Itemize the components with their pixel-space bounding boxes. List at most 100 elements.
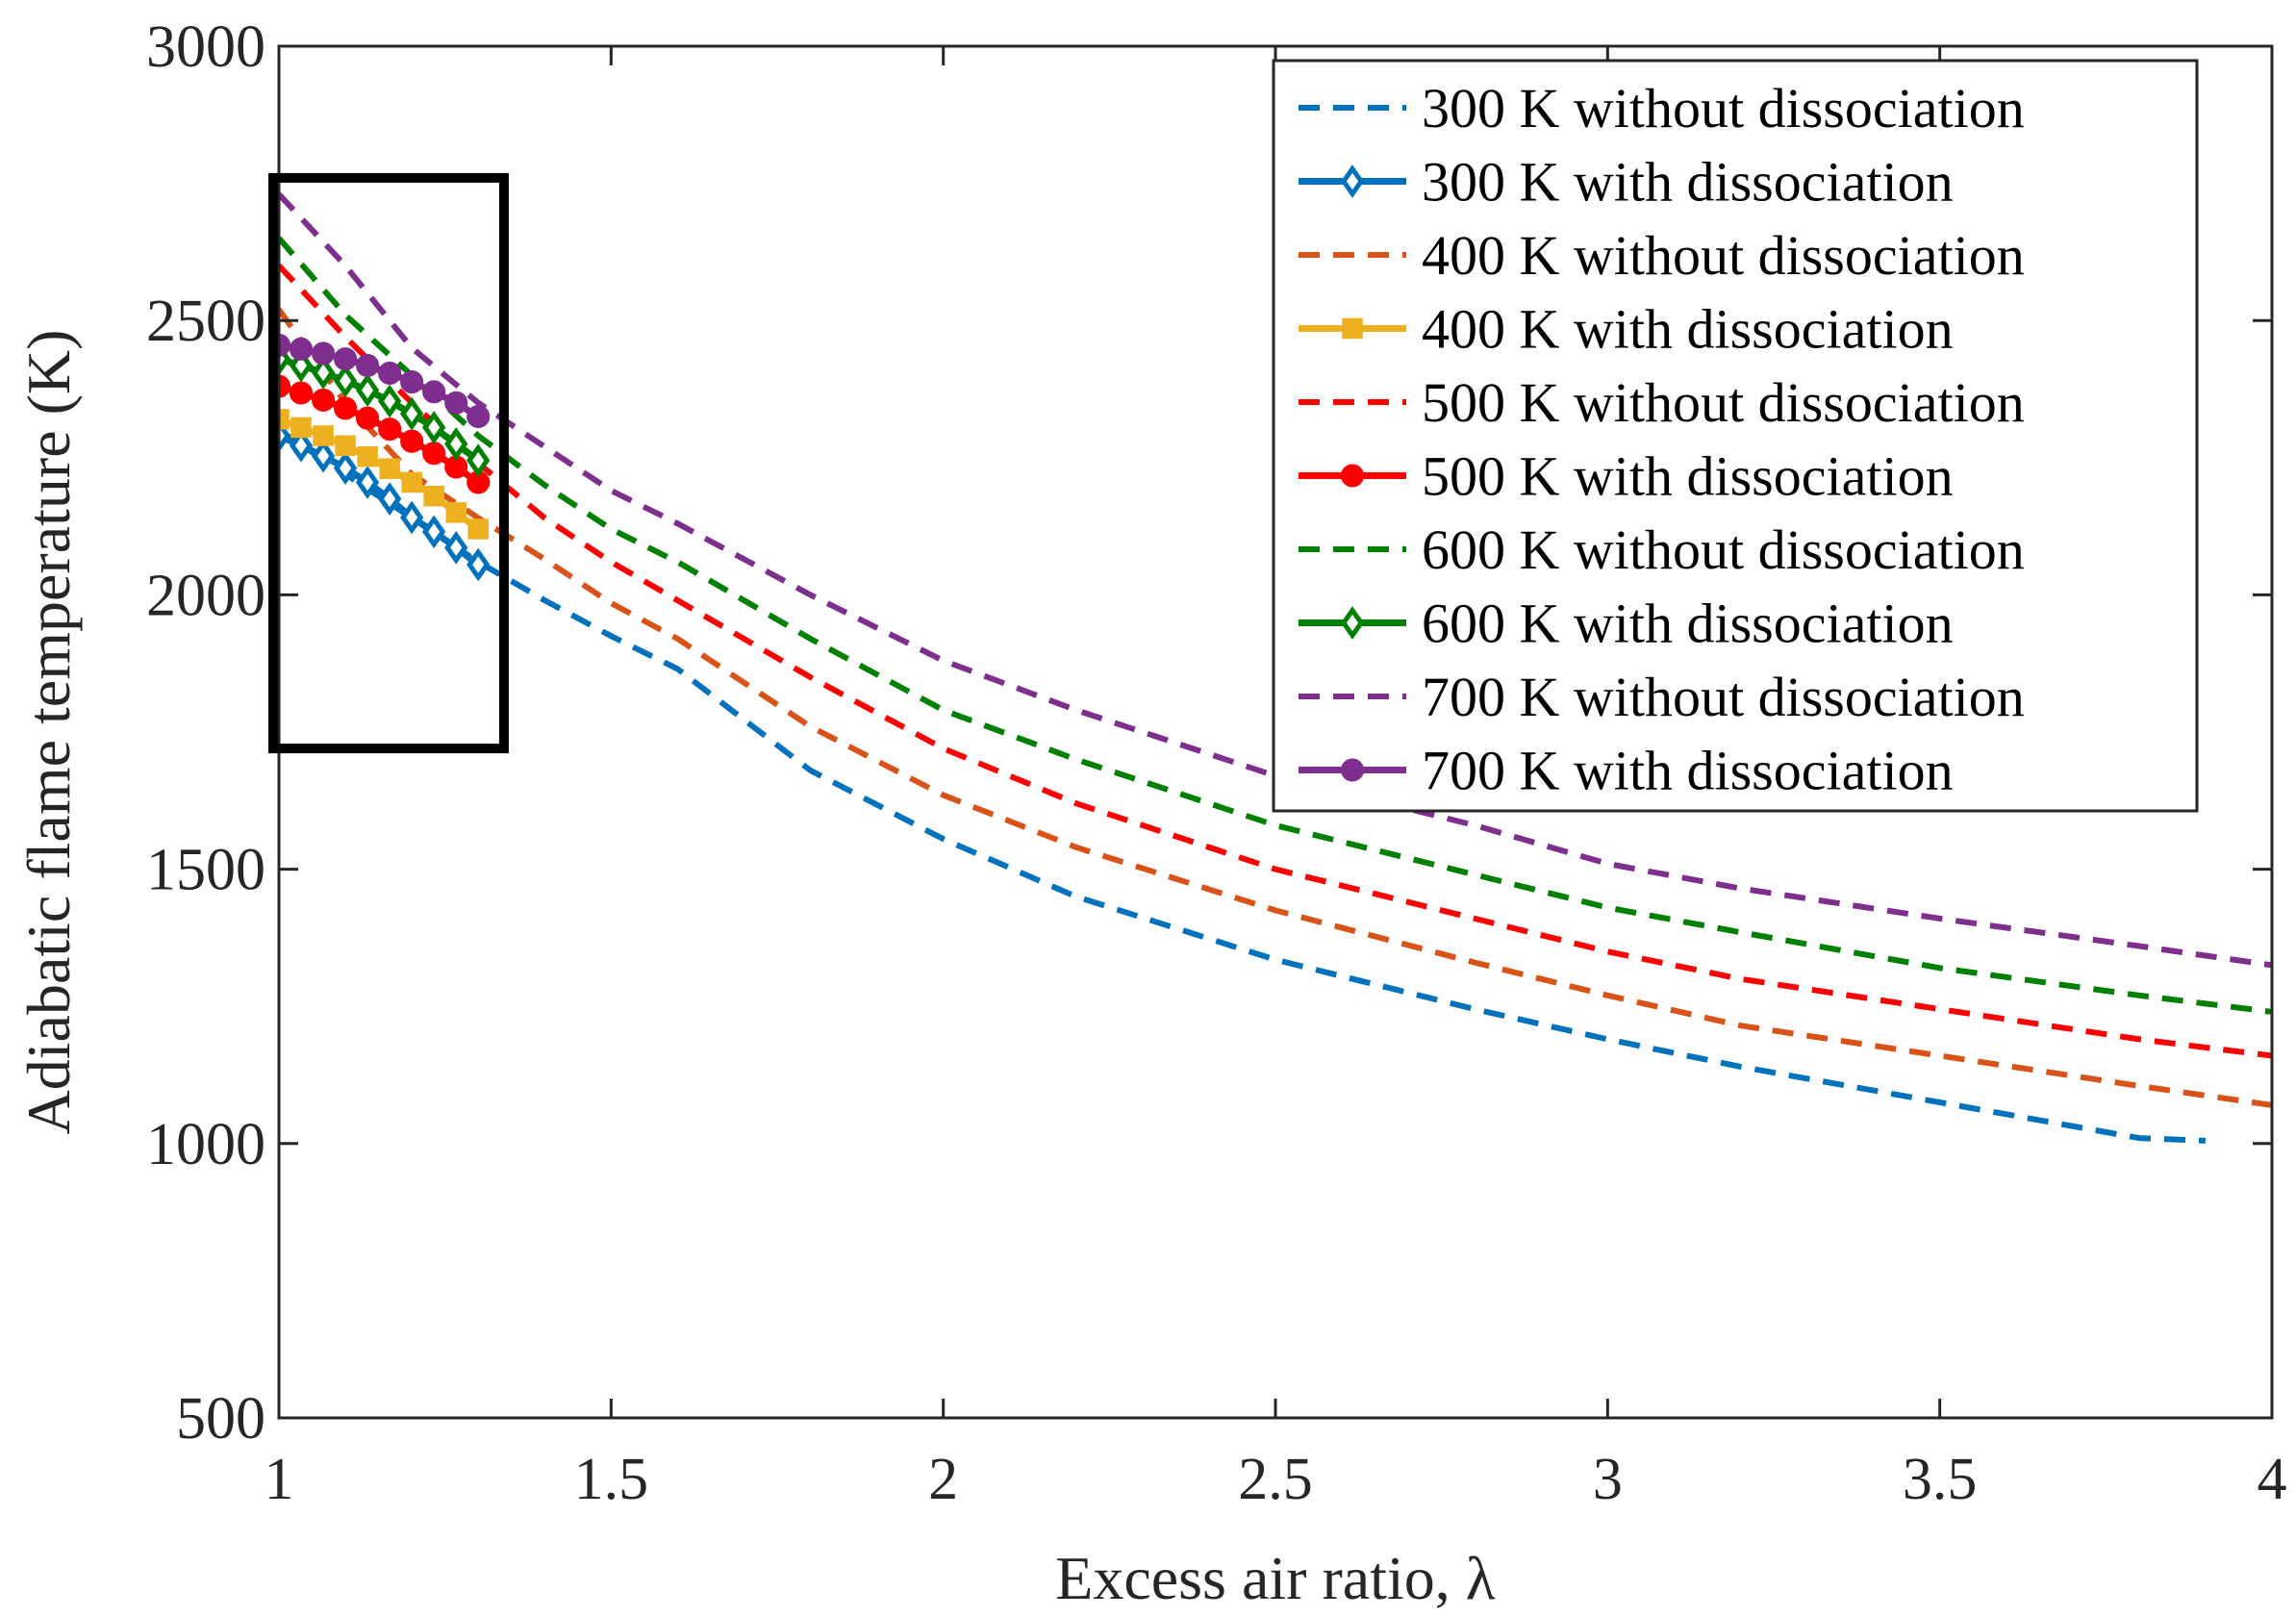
y-axis-label: Adiabatic flame temperature (K) [14,330,83,1135]
data-point [311,356,336,390]
data-point [313,425,334,446]
tick-layer: 1 1.5 2 2.5 3 3.5 4 500 1000 1500 2000 2500 3000 [146,14,2287,1512]
data-point [399,500,424,535]
legend-item: 300 K without dissociation [1299,77,2025,139]
series-line [279,383,481,486]
x-tick-label: 2 [928,1447,958,1512]
series-line [279,308,2272,1108]
series-700-k-with-dissociation [279,333,491,429]
legend-label: 300 K with dissociation [1422,151,1954,214]
y-tick-label: 1500 [146,838,265,903]
x-tick-label: 4 [2258,1447,2287,1512]
data-point [400,429,424,453]
data-point [467,518,489,540]
series-400-k-with-dissociation [279,409,489,540]
legend-label: 700 K without dissociation [1422,666,2025,728]
y-tick-label: 500 [176,1386,265,1452]
data-point [467,547,491,582]
x-axis-label: Excess air ratio, λ [1055,1544,1496,1612]
legend: 300 K without dissociation 300 K with dis… [1272,59,2199,813]
data-point [422,442,446,466]
data-point [444,530,468,565]
legend-item: 500 K with dissociation [1299,445,1954,508]
legend-label: 300 K without dissociation [1422,77,2025,139]
series-line [279,416,481,532]
data-point [356,353,380,378]
series-line [279,355,481,464]
data-point [279,409,290,430]
data-point [401,471,422,493]
x-tick-label: 3 [1593,1447,1623,1512]
data-point [357,445,378,467]
data-point [356,406,380,430]
legend-item: 700 K without dissociation [1299,666,2025,728]
data-point [289,428,314,463]
data-point [421,515,446,549]
data-point [378,417,402,442]
series-500-k-with-dissociation [279,374,491,494]
data-point [377,482,402,516]
series-400-k-without-dissociation [279,308,2272,1108]
series-line [279,236,2272,1015]
data-point [1340,164,1365,198]
data-point [444,391,468,415]
legend-item: 600 K without dissociation [1299,518,2025,581]
x-tick-label: 2.5 [1238,1447,1313,1512]
data-point [312,341,336,366]
data-point [355,373,380,408]
data-point [289,381,314,405]
data-point [377,384,402,418]
series-600-k-without-dissociation [279,236,2272,1015]
data-point [290,417,312,439]
legend-item: 400 K without dissociation [1299,224,2025,287]
y-tick-label: 3000 [146,14,265,80]
data-point [379,458,400,479]
data-point [334,347,358,371]
data-point [445,502,467,523]
series-700-k-without-dissociation [279,191,2272,969]
data-point [467,443,491,478]
data-point [1340,464,1365,488]
x-tick-label: 1 [265,1447,294,1512]
highlight-box [268,172,509,754]
legend-box [1272,59,2199,813]
data-point [355,466,380,499]
legend-item: 500 K without dissociation [1299,371,2025,434]
data-point [421,411,446,444]
legend-label: 500 K without dissociation [1422,371,2025,434]
data-point [399,396,424,431]
data-point [1342,317,1363,340]
legend-label: 500 K with dissociation [1422,445,1954,508]
data-point [334,396,358,420]
data-point [311,439,336,473]
series-line [279,432,481,568]
data-point [335,435,356,457]
x-tick-label: 3.5 [1903,1447,1978,1512]
legend-item: 700 K with dissociation [1299,740,1954,802]
y-tick-label: 1000 [146,1112,265,1177]
data-point [1340,606,1365,640]
series-line [279,191,2272,969]
data-point [312,388,336,412]
data-point [289,337,314,361]
data-point [422,380,446,404]
data-point [444,427,468,461]
data-point [333,451,358,485]
data-point [467,404,491,429]
legend-label: 700 K with dissociation [1422,740,1954,802]
y-tick-label: 2500 [146,289,265,354]
legend-label: 600 K without dissociation [1422,518,2025,581]
data-point [423,485,444,507]
data-point [333,364,358,398]
data-point [378,361,402,386]
series-300-k-with-dissociation [279,418,491,582]
y-tick-label: 2000 [146,563,265,628]
series-layer [279,191,2272,1144]
legend-label: 400 K without dissociation [1422,224,2025,287]
legend-label: 400 K with dissociation [1422,298,1954,361]
x-tick-label: 1.5 [574,1447,649,1512]
legend-item: 400 K with dissociation [1299,298,1954,361]
legend-item: 300 K with dissociation [1299,151,1954,214]
legend-item: 600 K with dissociation [1299,593,1954,655]
